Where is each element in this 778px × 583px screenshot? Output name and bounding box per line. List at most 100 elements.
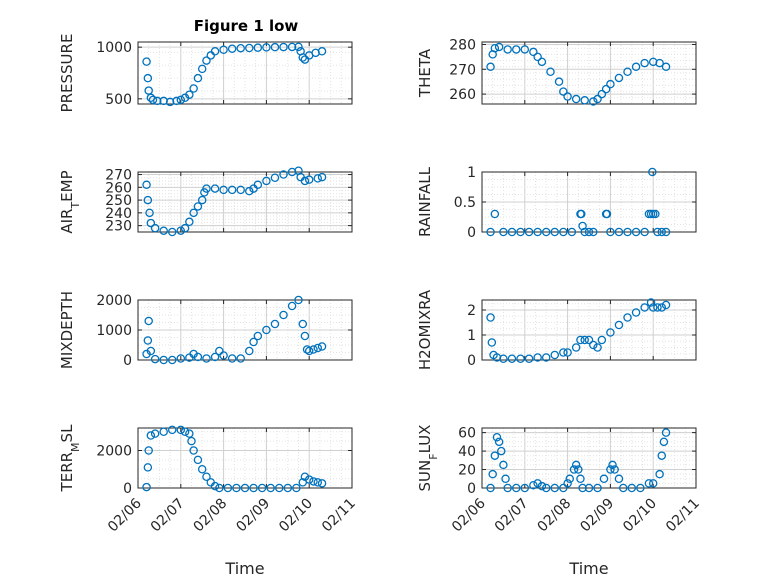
data-point <box>486 62 495 72</box>
y-tick-label: 250 <box>105 193 132 209</box>
y-tick-label: 0 <box>467 225 476 241</box>
y-tick-label: 1000 <box>96 40 132 56</box>
data-point <box>210 184 220 193</box>
data-point <box>571 460 581 470</box>
data-point <box>189 84 198 93</box>
axes-3: 0 0.5 1 RAINFALL <box>416 165 697 241</box>
data-point <box>599 474 609 484</box>
data-point <box>292 483 301 493</box>
data-point <box>150 429 160 438</box>
data-point <box>185 429 194 438</box>
data-point <box>563 479 572 488</box>
data-point <box>245 346 254 356</box>
y-tick-label: 2000 <box>96 293 132 309</box>
y-tick-label: 1 <box>467 328 476 344</box>
data-point <box>176 354 186 363</box>
data-point <box>618 483 628 493</box>
data-point <box>317 479 327 488</box>
data-point <box>249 483 258 493</box>
data-point <box>219 185 228 195</box>
data-point <box>497 446 506 456</box>
data-point <box>172 96 181 106</box>
data-point <box>492 432 502 442</box>
data-point <box>197 464 207 474</box>
data-point <box>627 483 637 493</box>
data-point <box>559 87 568 96</box>
y-axis-label-1: THETA <box>416 48 434 98</box>
y-tick-label: 0 <box>467 353 476 369</box>
data-point <box>569 465 579 474</box>
y-tick-label: 1000 <box>96 323 132 339</box>
data-point <box>287 301 297 311</box>
x-tick-label: 02/09 <box>577 496 617 536</box>
data-point <box>559 348 568 357</box>
data-point <box>623 227 632 237</box>
axes-box <box>481 41 697 105</box>
data-point <box>317 47 327 56</box>
data-point <box>657 303 667 312</box>
data-point <box>240 483 250 493</box>
data-point <box>601 84 611 94</box>
data-point <box>636 483 645 493</box>
data-point <box>597 335 607 345</box>
data-point <box>640 58 649 68</box>
y-tick-label: 240 <box>105 206 132 222</box>
data-point <box>249 337 258 347</box>
data-point <box>210 47 220 56</box>
data-point <box>159 427 168 436</box>
data-point <box>580 96 589 105</box>
data-point <box>490 43 500 53</box>
data-point <box>550 227 560 237</box>
data-point <box>193 352 203 362</box>
x-tick-label: 02/10 <box>620 496 660 536</box>
data-point <box>533 52 542 62</box>
y-tick-label: 0 <box>123 481 132 497</box>
data-point <box>580 227 589 237</box>
data-point <box>210 352 220 362</box>
data-point <box>524 227 534 237</box>
data-point <box>606 328 615 337</box>
data-point <box>189 208 198 218</box>
data-point <box>245 43 254 53</box>
data-point <box>197 195 207 205</box>
axes-0: 500 1000 PRESSURE <box>58 34 353 112</box>
data-point <box>487 338 497 347</box>
data-point <box>159 96 168 106</box>
data-point <box>266 483 275 493</box>
data-point <box>578 483 587 493</box>
data-point <box>659 437 669 447</box>
data-point <box>593 483 602 493</box>
data-point <box>153 96 162 106</box>
data-point <box>529 480 538 490</box>
data-point <box>253 331 263 341</box>
data-point <box>176 425 186 435</box>
data-point <box>309 477 318 486</box>
axes-box <box>137 427 353 489</box>
data-point <box>287 42 297 52</box>
data-point <box>640 227 649 237</box>
data-point <box>533 479 542 488</box>
data-point <box>554 77 564 86</box>
y-tick-label: 260 <box>105 180 132 196</box>
data-point <box>167 425 177 435</box>
data-point <box>661 62 671 72</box>
data-point <box>187 436 196 446</box>
data-point <box>143 195 153 205</box>
y-tick-label: 1 <box>467 165 476 181</box>
y-tick-label: 60 <box>458 426 476 442</box>
x-tick-label: 02/11 <box>319 496 359 536</box>
y-tick-label: 20 <box>458 463 476 479</box>
data-point <box>602 209 612 219</box>
data-point <box>304 175 314 184</box>
data-point <box>146 346 156 356</box>
data-point <box>661 227 671 237</box>
data-point <box>300 472 310 481</box>
x-tick-label: 02/11 <box>663 496 703 536</box>
data-point <box>614 474 624 484</box>
data-point <box>499 227 508 237</box>
axes-4: 0 1000 2000 MIXDEPTH <box>58 291 353 369</box>
data-point <box>490 451 500 460</box>
data-point <box>580 335 589 345</box>
data-point <box>657 227 667 237</box>
